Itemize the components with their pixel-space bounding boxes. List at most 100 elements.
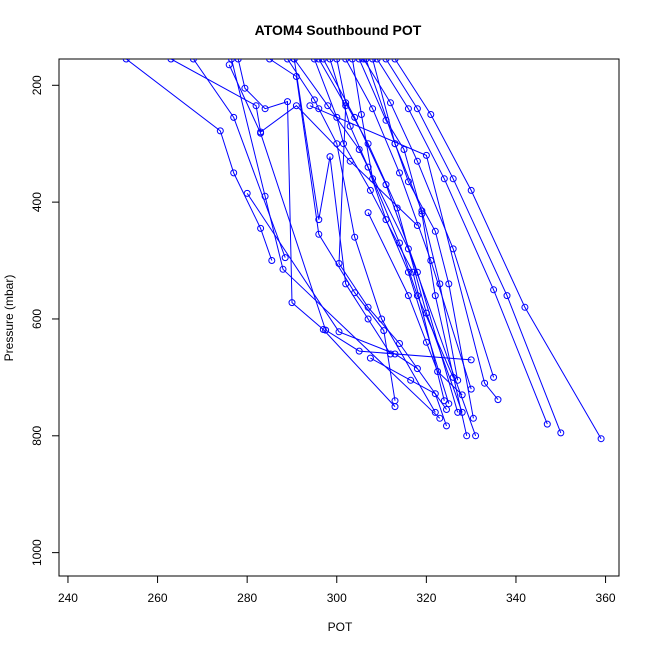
data-point (467, 356, 475, 364)
x-tick-label: 240 (58, 591, 78, 605)
data-point (404, 178, 412, 186)
series-line-9 (125, 59, 273, 261)
plot-frame (58, 58, 620, 577)
data-point (418, 207, 426, 215)
data-point (351, 289, 359, 297)
y-tick-label: 1000 (30, 539, 44, 566)
series-line-1 (231, 59, 441, 419)
data-point (364, 315, 372, 323)
data-point (216, 127, 224, 135)
data-point (490, 286, 498, 294)
x-tick-label: 280 (237, 591, 257, 605)
data-point (322, 326, 330, 334)
data-point (230, 169, 238, 177)
data-point (431, 390, 439, 398)
series-line-21 (269, 59, 396, 401)
data-point (454, 376, 462, 384)
plot-area (122, 59, 605, 443)
data-point (422, 151, 430, 159)
data-point (557, 429, 565, 437)
data-point (422, 338, 430, 346)
series-line-17 (358, 59, 468, 436)
data-point (252, 102, 260, 110)
data-point (366, 354, 374, 362)
data-point (413, 365, 421, 373)
chart-title: ATOM4 Southbound POT (255, 22, 422, 38)
data-point (427, 111, 435, 118)
x-axis-label: POT (328, 620, 353, 634)
data-point (469, 414, 477, 422)
data-point (261, 105, 269, 113)
data-point (257, 129, 265, 137)
data-point (281, 254, 289, 262)
data-point (310, 59, 318, 63)
data-point (333, 113, 341, 121)
series-line-11 (237, 59, 396, 407)
series-line-27 (367, 212, 463, 396)
data-point (404, 105, 412, 113)
data-point (230, 113, 238, 121)
data-point (543, 420, 551, 428)
data-point (463, 432, 471, 440)
data-point (360, 59, 368, 63)
data-point (407, 376, 415, 384)
data-point (333, 140, 341, 148)
data-point (396, 239, 403, 247)
series-line-24 (228, 64, 472, 361)
data-point (366, 186, 374, 194)
x-tick-label: 300 (327, 591, 347, 605)
data-point (382, 59, 390, 63)
data-point (369, 175, 377, 183)
data-point (335, 328, 343, 336)
data-point (364, 163, 372, 171)
data-point (440, 175, 448, 183)
data-point (292, 102, 300, 110)
data-point (413, 222, 421, 229)
data-point (268, 257, 276, 264)
data-point (393, 204, 401, 212)
data-point (326, 153, 334, 161)
series-line-4 (345, 59, 472, 390)
data-point (396, 169, 403, 177)
series-line-7 (385, 59, 562, 434)
data-point (335, 260, 343, 267)
data-point (362, 59, 370, 63)
data-point (284, 98, 291, 106)
data-point (364, 140, 372, 148)
series-line-23 (192, 59, 286, 258)
data-point (261, 192, 269, 200)
data-point (284, 59, 291, 63)
data-point (234, 59, 242, 63)
data-point (122, 59, 130, 63)
data-point (400, 146, 408, 153)
data-point (364, 303, 372, 311)
data-point (449, 175, 457, 183)
data-point (243, 189, 251, 197)
series-line-5 (363, 59, 495, 378)
data-point (494, 396, 502, 404)
data-point (292, 73, 300, 80)
data-point (458, 391, 466, 399)
data-point (306, 102, 314, 110)
data-point (436, 414, 444, 422)
x-axis: 240 260 280 300 320 340 360 (58, 576, 616, 605)
data-point (431, 408, 439, 416)
data-point (351, 233, 359, 241)
data-point (597, 435, 605, 443)
data-point (279, 265, 287, 273)
series-line-10 (170, 59, 418, 226)
data-point (503, 292, 511, 300)
data-point (431, 292, 439, 300)
data-point (436, 280, 444, 288)
data-point (380, 327, 388, 335)
series-line-20 (293, 59, 391, 355)
data-point (431, 227, 439, 235)
data-point (404, 292, 412, 300)
data-point (257, 224, 265, 232)
series-line-28 (246, 193, 418, 370)
data-point (342, 59, 350, 63)
series-line-8 (394, 59, 602, 439)
x-tick-label: 320 (416, 591, 436, 605)
series-line-25 (370, 357, 447, 427)
data-point (481, 379, 489, 387)
